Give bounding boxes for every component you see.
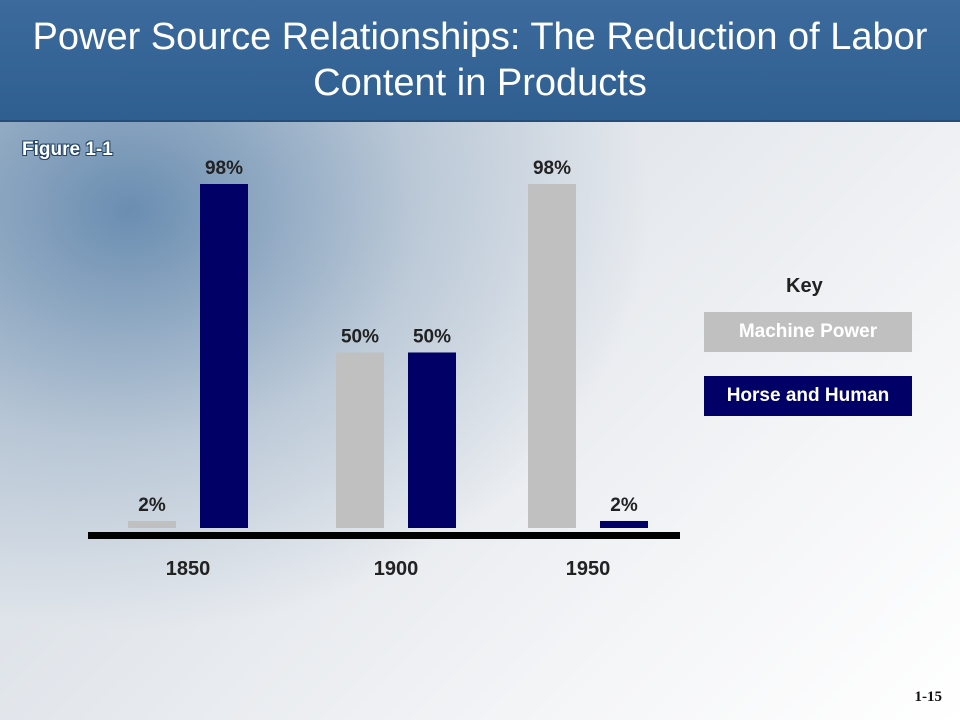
figure-label: Figure 1-1	[22, 139, 113, 160]
bar-horse-and-human-1950	[600, 520, 648, 528]
x-tick-label-1950: 1950	[566, 558, 611, 580]
bar-machine-power-1850	[128, 520, 176, 528]
bar-horse-and-human-1850	[200, 184, 248, 528]
data-label-horse-and-human-1950: 2%	[610, 495, 638, 516]
legend-item-machine-power: Machine Power	[704, 312, 912, 352]
x-tick-label-1900: 1900	[374, 558, 419, 580]
slide-title: Power Source Relationships: The Reductio…	[32, 16, 928, 104]
data-label-machine-power-1850: 2%	[138, 495, 166, 516]
x-axis-line	[88, 532, 680, 539]
data-label-machine-power-1950: 98%	[533, 158, 571, 179]
title-banner: Power Source Relationships: The Reductio…	[0, 0, 960, 122]
bar-machine-power-1900	[336, 352, 384, 528]
data-label-horse-and-human-1850: 98%	[205, 158, 243, 179]
x-tick-label-1850: 1850	[166, 558, 211, 580]
data-label-horse-and-human-1900: 50%	[413, 326, 451, 347]
page-number: 1-15	[914, 689, 943, 705]
bar-machine-power-1950	[528, 184, 576, 528]
data-label-machine-power-1900: 50%	[341, 326, 379, 347]
bar-horse-and-human-1900	[408, 352, 456, 528]
legend-item-horse-and-human: Horse and Human	[704, 376, 912, 416]
legend-title: Key	[786, 275, 823, 297]
